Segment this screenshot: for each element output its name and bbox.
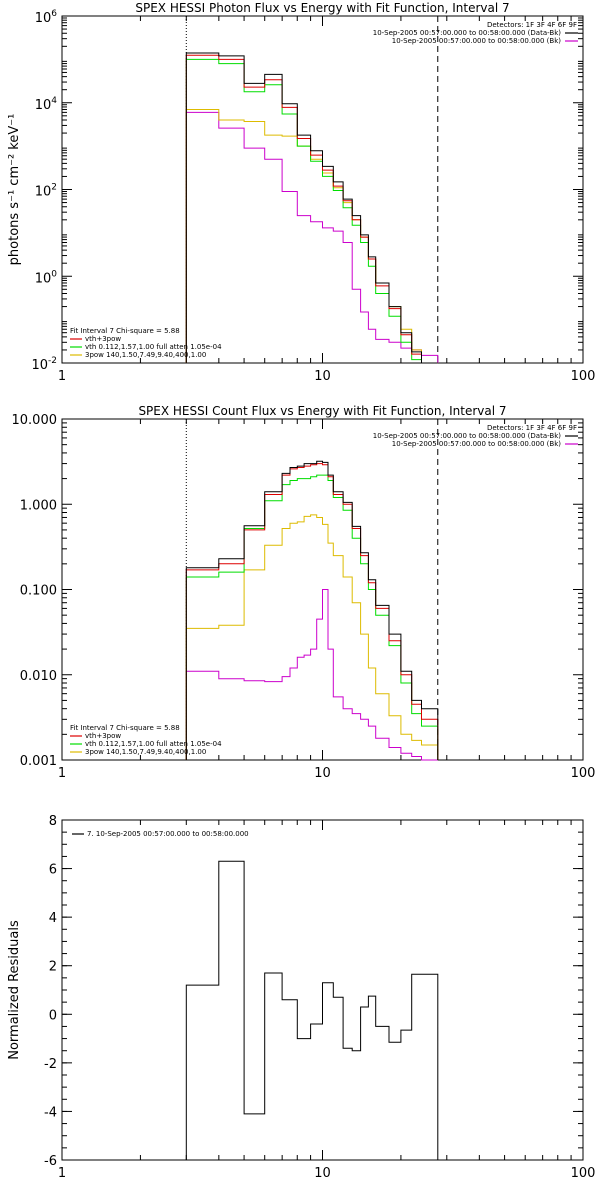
y-tick-label: 8: [49, 814, 57, 829]
y-tick-label: 4: [49, 911, 57, 926]
y-tick-base: 10: [35, 11, 52, 26]
detectors-label: Detectors: 1F 3F 4F 6F 9F: [487, 424, 577, 432]
series-line-vth-3pow: [185, 54, 438, 364]
chart-panel-count_flux: SPEX HESSI Count Flux vs Energy with Fit…: [12, 404, 596, 781]
y-tick-label: 6: [49, 863, 57, 878]
fit-legend-entry: 3pow 140,1.50,7.49,9.40,400,1.00: [85, 351, 206, 359]
x-tick-label: 100: [571, 766, 596, 781]
x-tick-label: 100: [571, 369, 596, 384]
fit-legend-entry: vth+3pow: [85, 335, 121, 343]
series-line-vth: [185, 58, 438, 364]
chart-panel-photon_flux: SPEX HESSI Photon Flux vs Energy with Fi…: [7, 1, 595, 384]
y-axis-label: photons s⁻¹ cm⁻² keV⁻¹: [7, 114, 22, 266]
y-tick-base: 10: [35, 185, 52, 200]
y-tick-label: 10-2: [31, 356, 57, 373]
y-tick-label: 106: [35, 9, 58, 26]
detectors-label: Detectors: 1F 3F 4F 6F 9F: [487, 21, 577, 29]
chart-panel-residuals: 1 10 100 -6 -4 -2 0 2 4 6 8 Normalized Residuals 7. …: [7, 814, 595, 1181]
y-tick-label: 0.010: [20, 669, 57, 684]
fit-legend-entry: vth 0.112,1.57,1.00 full atten 1.05e-04: [85, 343, 222, 351]
x-tick-label: 10: [314, 766, 331, 781]
y-tick-exponent: 0: [51, 269, 57, 279]
fit-legend-header: Fit Interval 7 Chi-square = 5.88: [70, 724, 180, 732]
y-tick-label: 102: [35, 183, 57, 200]
series-line-data-bk: [185, 460, 439, 760]
x-tick-label: 10: [314, 1166, 331, 1181]
y-tick-base: 10: [35, 98, 52, 113]
legend-entry: 7. 10-Sep-2005 00:57:00.000 to 00:58:00.…: [87, 830, 249, 838]
y-tick-label: -6: [44, 1154, 57, 1169]
legend-top-entry: 10-Sep-2005 00:57:00.000 to 00:58:00.000…: [392, 37, 562, 45]
x-tick-label: 10: [314, 369, 331, 384]
legend-top-entry: 10-Sep-2005 00:57:00.000 to 00:58:00.000…: [392, 440, 562, 448]
fit-legend-entry: 3pow 140,1.50,7.49,9.40,400,1.00: [85, 748, 206, 756]
y-axis-label: Normalized Residuals: [7, 920, 22, 1060]
fit-legend-entry: vth+3pow: [85, 732, 121, 740]
y-tick-label: 0: [49, 1008, 57, 1023]
legend-top-entry: 10-Sep-2005 00:57:00.000 to 00:58:00.000…: [373, 29, 562, 37]
x-tick-label: 1: [58, 1166, 66, 1181]
series-line-residuals: [185, 860, 439, 1160]
series-line-bk: [185, 111, 439, 363]
plot-frame: [61, 15, 584, 364]
y-tick-exponent: 2: [51, 183, 57, 193]
fit-legend-entry: vth 0.112,1.57,1.00 full atten 1.05e-04: [85, 740, 222, 748]
series-line-bk: [185, 589, 438, 761]
y-tick-label: 104: [35, 96, 58, 113]
y-tick-label: -4: [44, 1105, 57, 1120]
y-tick-base: 10: [31, 358, 48, 373]
legend-top-entry: 10-Sep-2005 00:57:00.000 to 00:58:00.000…: [373, 432, 562, 440]
chart-title: SPEX HESSI Count Flux vs Energy with Fit…: [138, 404, 506, 418]
x-tick-label: 1: [58, 369, 66, 384]
y-tick-exponent: 6: [51, 9, 57, 19]
y-tick-label: 1.000: [20, 498, 57, 513]
x-tick-label: 100: [571, 1166, 596, 1181]
x-tick-label: 1: [58, 766, 66, 781]
y-tick-label: 0.001: [20, 754, 57, 769]
y-tick-base: 10: [35, 271, 52, 286]
y-tick-exponent: -2: [48, 356, 57, 366]
series-line-data-bk: [185, 52, 438, 364]
fit-legend-header: Fit Interval 7 Chi-square = 5.88: [70, 327, 180, 335]
y-tick-label: 10.000: [12, 413, 58, 428]
series-line-3pow: [185, 109, 438, 364]
series-line-vth: [185, 474, 439, 760]
y-tick-label: -2: [44, 1057, 57, 1072]
y-tick-label: 0.100: [20, 584, 57, 599]
y-tick-exponent: 4: [51, 96, 57, 106]
y-tick-label: 2: [49, 960, 57, 975]
chart-title: SPEX HESSI Photon Flux vs Energy with Fi…: [135, 1, 509, 15]
y-tick-label: 100: [35, 269, 58, 286]
series-line-3pow: [185, 514, 439, 760]
